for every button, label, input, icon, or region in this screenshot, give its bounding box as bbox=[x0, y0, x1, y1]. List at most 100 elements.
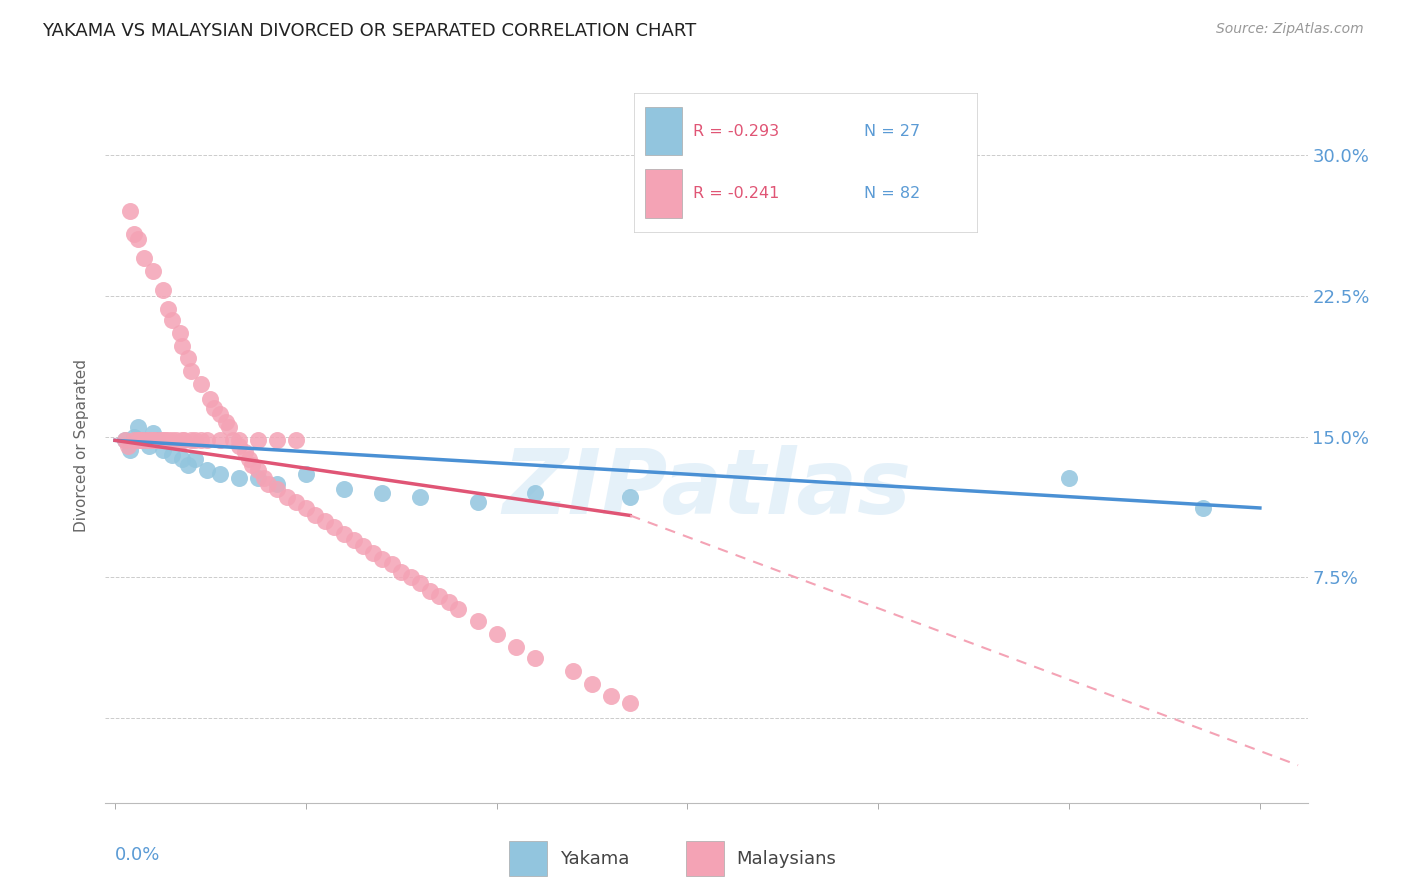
Point bbox=[247, 434, 270, 448]
Point bbox=[184, 434, 207, 448]
Point bbox=[214, 415, 236, 429]
Point bbox=[266, 434, 288, 448]
Point bbox=[114, 434, 136, 448]
Point bbox=[247, 471, 270, 485]
Point bbox=[162, 434, 183, 448]
Point bbox=[266, 482, 288, 496]
Point bbox=[170, 339, 193, 353]
Point bbox=[202, 401, 225, 416]
Point bbox=[427, 589, 450, 603]
Point bbox=[218, 420, 240, 434]
Point bbox=[523, 651, 546, 665]
Point bbox=[122, 434, 145, 448]
Point bbox=[122, 429, 145, 443]
Point bbox=[180, 364, 202, 378]
Point bbox=[523, 486, 546, 500]
Point bbox=[361, 546, 384, 560]
Point bbox=[127, 420, 149, 434]
Point bbox=[342, 533, 364, 547]
Point bbox=[208, 434, 231, 448]
Bar bbox=[686, 841, 724, 876]
Point bbox=[122, 227, 145, 241]
Point bbox=[1191, 500, 1213, 515]
Point bbox=[285, 495, 308, 509]
Point bbox=[505, 640, 527, 654]
Point bbox=[162, 449, 183, 463]
Point bbox=[146, 434, 169, 448]
Point bbox=[228, 439, 250, 453]
Point bbox=[295, 467, 318, 482]
Point bbox=[467, 495, 489, 509]
Point bbox=[152, 434, 174, 448]
Point bbox=[333, 527, 356, 541]
Point bbox=[138, 434, 160, 448]
Point bbox=[381, 558, 404, 572]
Point bbox=[176, 351, 198, 365]
Point bbox=[253, 471, 276, 485]
Point bbox=[314, 514, 336, 528]
Point bbox=[142, 425, 165, 440]
Point bbox=[409, 576, 432, 591]
Point bbox=[238, 452, 260, 467]
Point bbox=[242, 458, 264, 472]
Point bbox=[276, 490, 298, 504]
Point bbox=[195, 434, 218, 448]
Text: 0.0%: 0.0% bbox=[115, 846, 160, 863]
Point bbox=[157, 301, 180, 316]
Point bbox=[173, 434, 195, 448]
Point bbox=[149, 434, 172, 448]
Point bbox=[170, 452, 193, 467]
Point bbox=[153, 434, 176, 448]
Point bbox=[169, 326, 191, 341]
Point bbox=[447, 602, 470, 616]
Y-axis label: Divorced or Separated: Divorced or Separated bbox=[75, 359, 90, 533]
Point bbox=[138, 439, 160, 453]
Point bbox=[561, 665, 585, 679]
Text: Source: ZipAtlas.com: Source: ZipAtlas.com bbox=[1216, 22, 1364, 37]
Text: Malaysians: Malaysians bbox=[737, 849, 837, 868]
Point bbox=[581, 677, 603, 691]
Point bbox=[142, 434, 165, 448]
Point bbox=[333, 482, 356, 496]
Point bbox=[132, 434, 155, 448]
Point bbox=[127, 232, 149, 246]
Point bbox=[157, 434, 180, 448]
Point bbox=[170, 434, 193, 448]
Point bbox=[114, 434, 136, 448]
Point bbox=[409, 490, 432, 504]
Point bbox=[256, 476, 278, 491]
Point bbox=[208, 467, 231, 482]
Point bbox=[619, 490, 641, 504]
Point bbox=[176, 458, 198, 472]
Point bbox=[195, 463, 218, 477]
Point bbox=[146, 434, 169, 448]
Point bbox=[1057, 471, 1080, 485]
Point bbox=[128, 434, 150, 448]
Text: Yakama: Yakama bbox=[560, 849, 628, 868]
Point bbox=[165, 434, 187, 448]
Point bbox=[399, 570, 422, 584]
Point bbox=[131, 434, 153, 448]
Point bbox=[352, 539, 374, 553]
Point bbox=[485, 627, 508, 641]
Point bbox=[142, 434, 165, 448]
Point bbox=[247, 463, 270, 477]
Point bbox=[600, 689, 623, 703]
Point bbox=[180, 434, 202, 448]
Point bbox=[389, 565, 412, 579]
Point bbox=[127, 434, 149, 448]
Point bbox=[228, 471, 250, 485]
Point bbox=[117, 439, 139, 453]
Point bbox=[295, 500, 318, 515]
Point bbox=[419, 583, 441, 598]
Point bbox=[437, 595, 460, 609]
Point bbox=[152, 442, 174, 457]
Text: YAKAMA VS MALAYSIAN DIVORCED OR SEPARATED CORRELATION CHART: YAKAMA VS MALAYSIAN DIVORCED OR SEPARATE… bbox=[42, 22, 696, 40]
Point bbox=[304, 508, 326, 523]
Point bbox=[233, 444, 256, 458]
Point bbox=[152, 283, 174, 297]
Point bbox=[208, 407, 231, 421]
Point bbox=[619, 696, 641, 710]
Point bbox=[120, 204, 142, 219]
Bar bbox=[509, 841, 547, 876]
